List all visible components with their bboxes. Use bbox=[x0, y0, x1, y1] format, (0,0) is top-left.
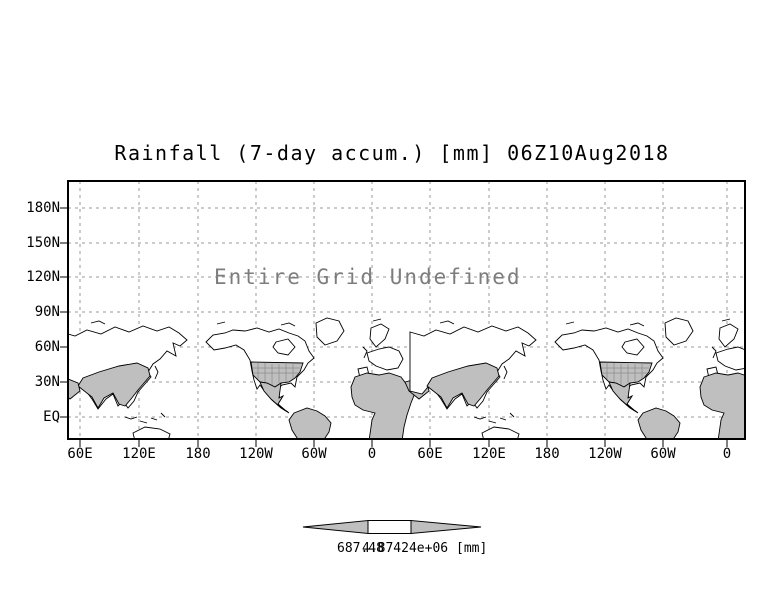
x-axis-tick-marks bbox=[79, 440, 728, 447]
y-axis-tick-label: EQ bbox=[43, 409, 60, 425]
x-axis-tick-label: 0 bbox=[367, 446, 377, 462]
australia-north-coast bbox=[132, 426, 171, 440]
plot-title: Rainfall (7-day accum.) [mm] 06Z10Aug201… bbox=[114, 141, 670, 165]
map-plot-frame bbox=[67, 180, 746, 440]
colorbar-right-arrow bbox=[410, 519, 482, 535]
arctic-islands bbox=[90, 318, 382, 327]
x-axis-tick-label: 120E bbox=[472, 446, 506, 462]
africa-shaded-region bbox=[350, 372, 416, 440]
undefined-grid-annotation: Entire Grid Undefined bbox=[214, 265, 522, 289]
x-axis-tick-label: 180 bbox=[534, 446, 560, 462]
y-axis-tick-label: 180N bbox=[26, 200, 60, 216]
south-america-shaded-region bbox=[288, 407, 332, 440]
greenland-landmass bbox=[315, 317, 345, 346]
colorbar-left-arrow bbox=[302, 519, 369, 535]
colorbar-unit-label: [mm] bbox=[456, 541, 488, 556]
x-axis-tick-label: 120W bbox=[239, 446, 273, 462]
horizontal-gridlines bbox=[68, 207, 745, 418]
x-axis-tick-label: 0 bbox=[722, 446, 732, 462]
mexico-shaded-region bbox=[259, 381, 289, 413]
hudson-bay-coastline bbox=[272, 338, 296, 356]
britain-coastline bbox=[362, 346, 368, 359]
y-axis-tick-label: 120N bbox=[26, 269, 60, 285]
vertical-gridlines bbox=[79, 181, 728, 439]
x-axis-tick-label: 60E bbox=[417, 446, 443, 462]
colorbar-tick-label-min: 687.48 bbox=[337, 541, 384, 556]
y-axis-tick-marks bbox=[60, 207, 67, 418]
europe-landmass bbox=[366, 346, 404, 371]
south-asia-shaded-region bbox=[77, 362, 151, 409]
scandinavia-landmass bbox=[369, 323, 390, 348]
y-axis-tick-label: 150N bbox=[26, 235, 60, 251]
indonesia-islands bbox=[124, 412, 166, 424]
y-axis-tick-label: 90N bbox=[34, 304, 60, 320]
y-axis-tick-label: 30N bbox=[34, 374, 60, 390]
y-axis-tick-label: 60N bbox=[34, 339, 60, 355]
colorbar-tick-label-max: 4.87424e+06 bbox=[362, 541, 449, 556]
x-axis-tick-label: 60W bbox=[301, 446, 327, 462]
x-axis-tick-label: 180 bbox=[185, 446, 211, 462]
japan-coastline bbox=[154, 365, 159, 380]
x-axis-tick-label: 120W bbox=[588, 446, 622, 462]
us-state-boundaries bbox=[252, 363, 300, 385]
x-axis-tick-label: 120E bbox=[122, 446, 156, 462]
world-map-tile bbox=[67, 317, 430, 440]
colorbar bbox=[302, 519, 482, 535]
x-axis-tick-label: 60W bbox=[650, 446, 676, 462]
world-map bbox=[67, 317, 746, 440]
x-axis-tick-label: 60E bbox=[67, 446, 93, 462]
colorbar-mid-segment bbox=[367, 520, 412, 534]
